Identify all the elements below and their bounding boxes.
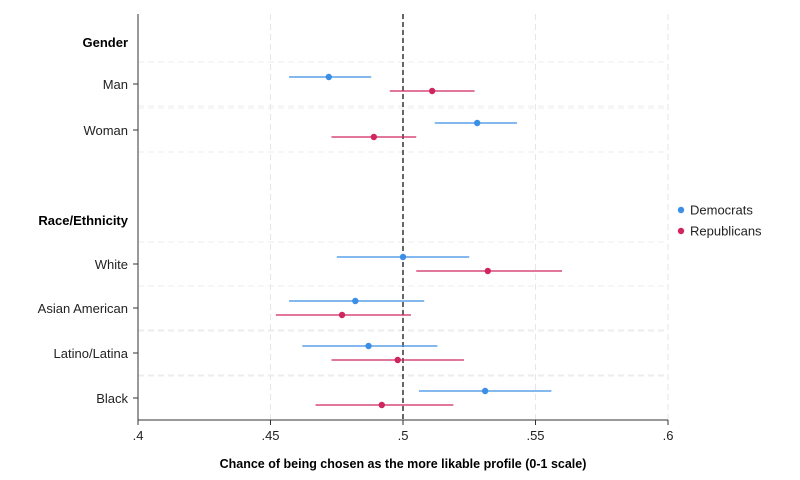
legend-label: Republicans: [690, 224, 762, 239]
x-tick-label: .5: [398, 428, 409, 443]
row-label: Asian American: [38, 301, 128, 316]
point-estimate: [370, 133, 378, 141]
point-estimate: [399, 253, 407, 261]
x-tick-label: .4: [133, 428, 144, 443]
row-label: Man: [103, 77, 128, 92]
group-label: Race/Ethnicity: [38, 213, 128, 228]
group-label: Gender: [82, 35, 128, 50]
point-estimate: [481, 387, 489, 395]
point-estimate: [325, 73, 332, 81]
point-estimate: [474, 119, 481, 127]
row-labels: Gender Man Woman Race/Ethnicity White Asian A…: [38, 35, 138, 406]
row-label: Black: [96, 391, 128, 406]
plot-frame: [137, 14, 668, 421]
data-markers: [275, 73, 562, 409]
x-tick-label: .6: [663, 428, 674, 443]
row-label: White: [95, 257, 128, 272]
point-estimate: [365, 342, 372, 350]
point-estimate: [338, 311, 346, 319]
x-tick-label: .55: [526, 428, 544, 443]
point-estimate: [484, 267, 491, 275]
x-tick-label: .45: [261, 428, 279, 443]
point-estimate: [378, 401, 385, 409]
point-estimate: [428, 87, 436, 95]
legend-marker: [677, 206, 685, 214]
point-estimate: [394, 356, 401, 364]
point-estimate: [352, 297, 359, 305]
x-axis: .4 .45 .5 .55 .6: [133, 420, 674, 443]
legend-marker: [677, 227, 685, 235]
x-axis-title: Chance of being chosen as the more likab…: [220, 457, 587, 471]
row-label: Woman: [83, 123, 128, 138]
legend-label: Democrats: [690, 203, 753, 218]
row-label: Latino/Latina: [54, 346, 129, 361]
legend: Democrats Republicans: [677, 203, 762, 239]
